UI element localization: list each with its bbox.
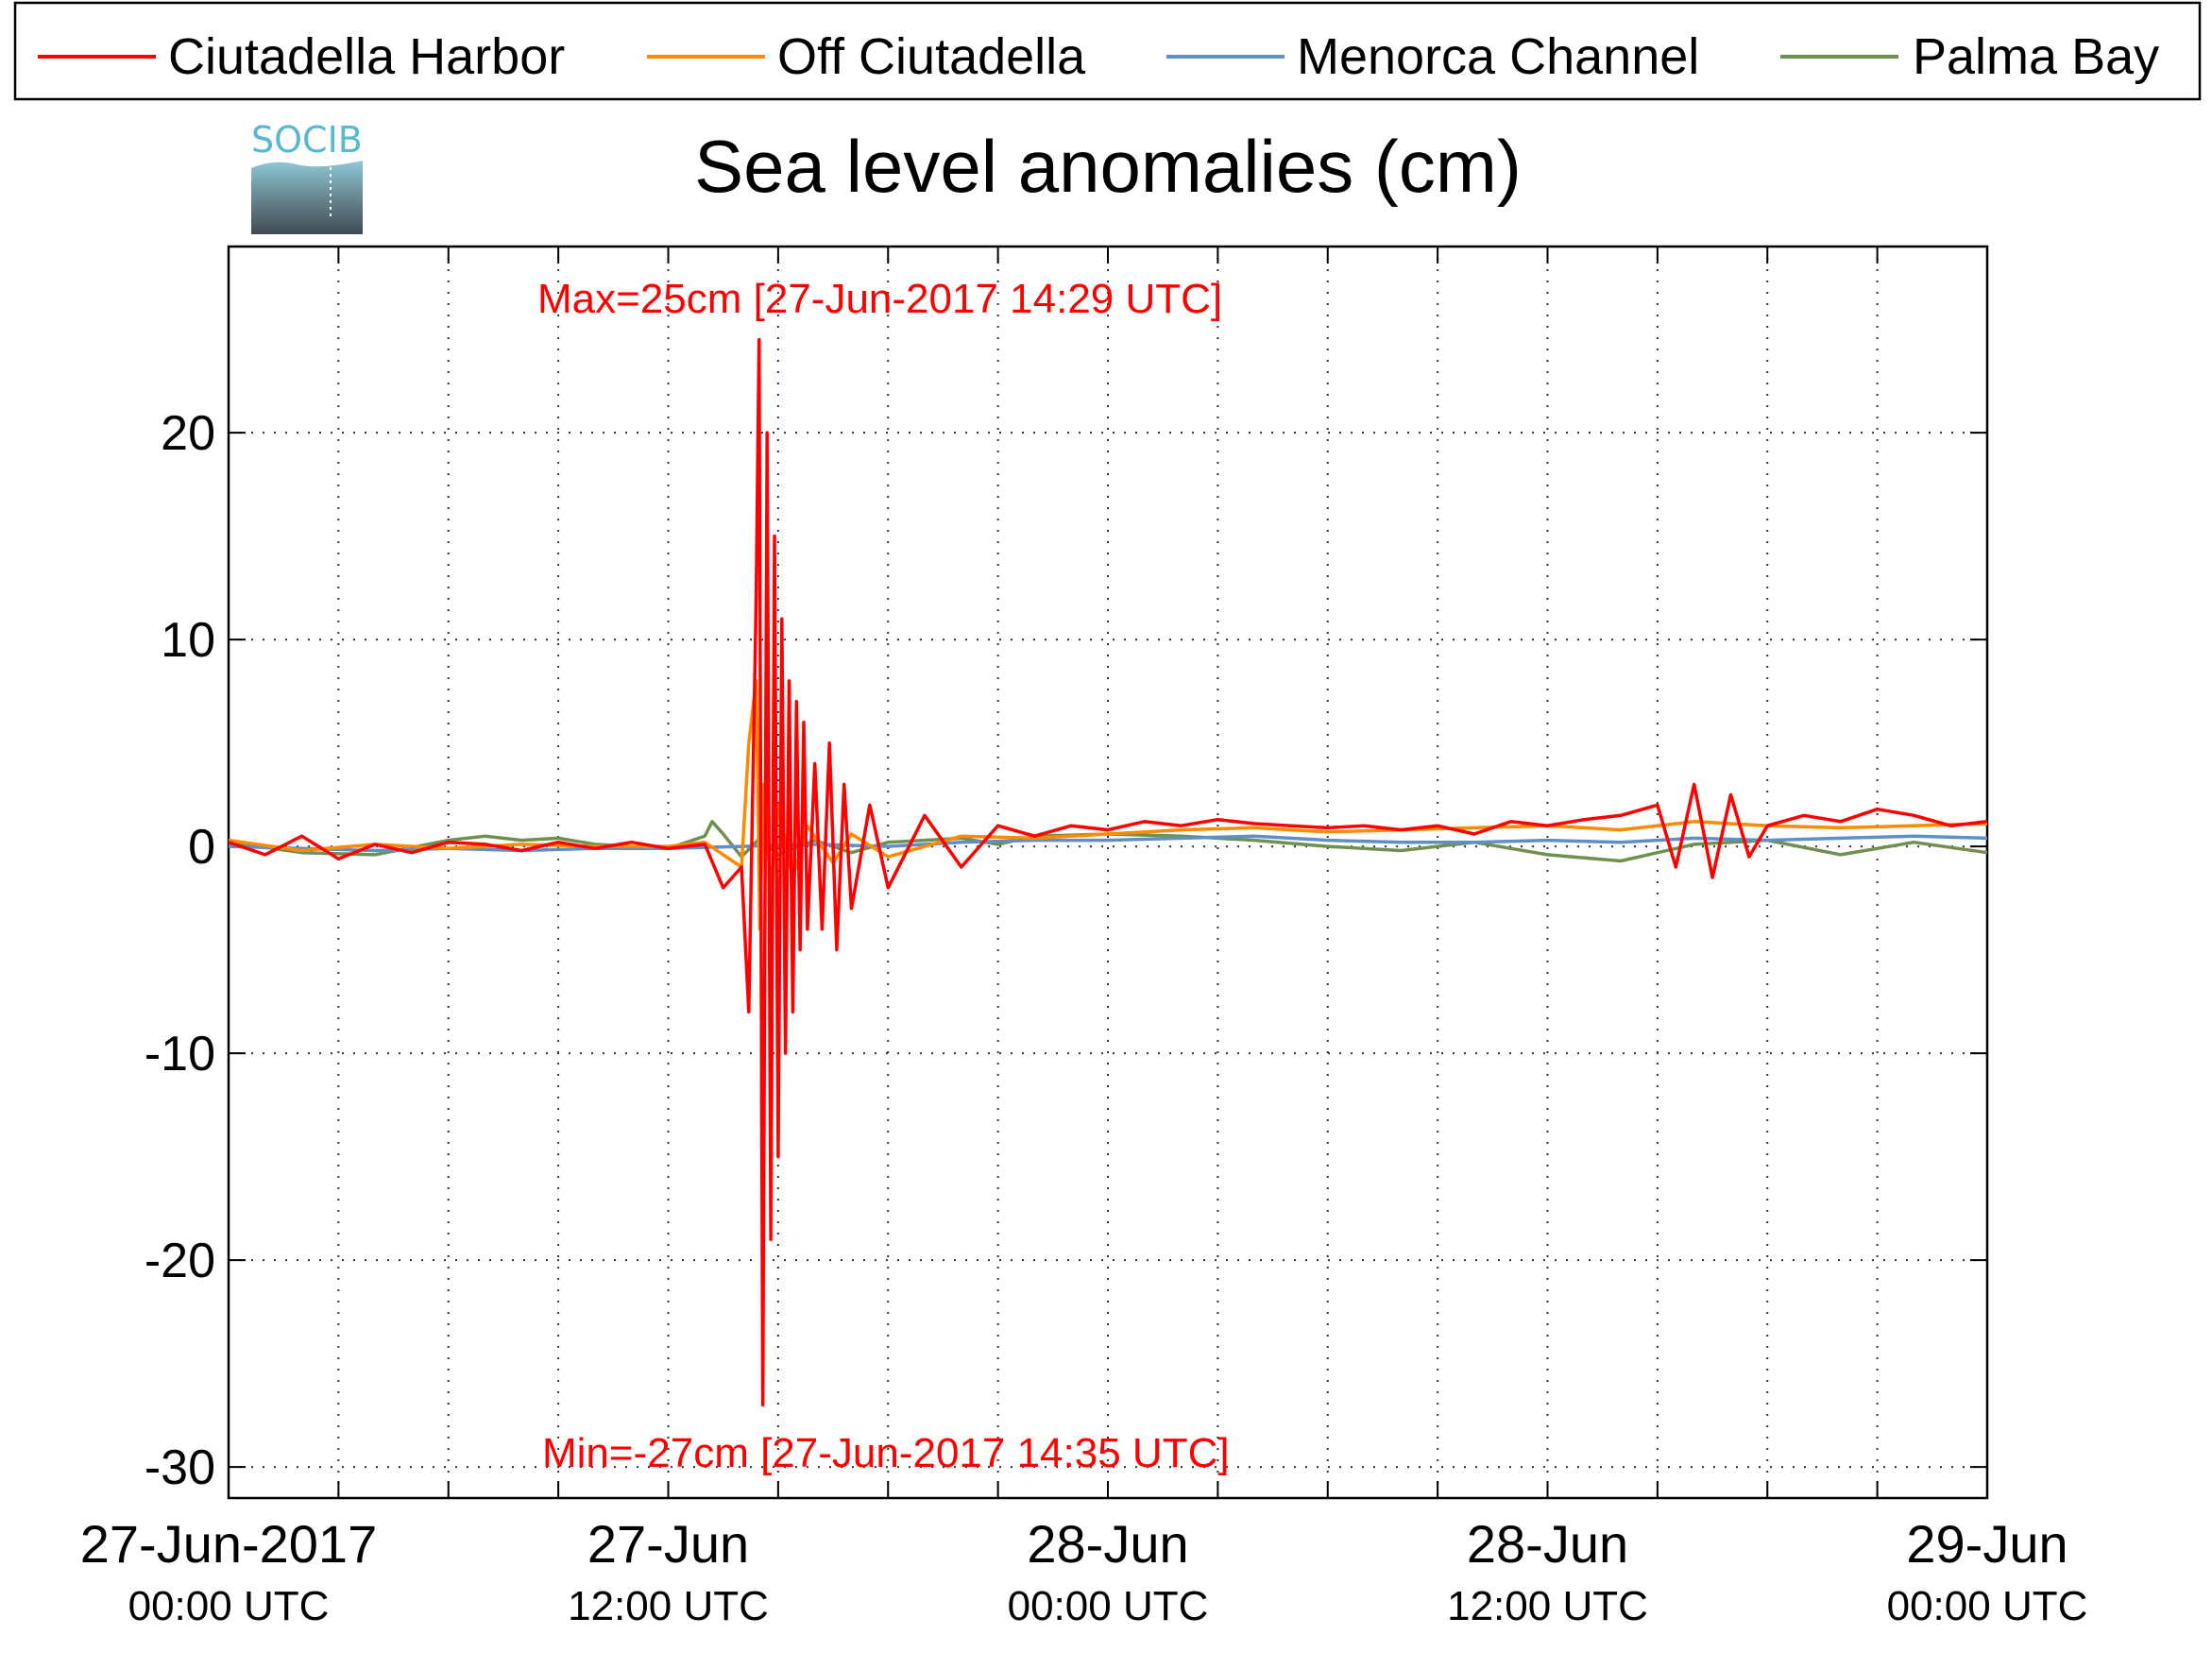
legend-label-palma: Palma Bay	[1913, 28, 2159, 85]
plot-frame	[227, 245, 1989, 1500]
axis-ticks	[228, 247, 1988, 1498]
legend-label-harbor: Ciutadella Harbor	[168, 28, 565, 85]
grid-lines	[229, 247, 1987, 1498]
legend-frame	[13, 1, 2202, 101]
max-annotation: Max=25cm [27-Jun-2017 14:29 UTC]	[537, 276, 1222, 322]
y-tick-label: -20	[145, 1234, 215, 1288]
x-tick-label-time: 12:00 UTC	[1447, 1583, 1648, 1629]
legend: Ciutadella Harbor Off Ciutadella Menorca…	[13, 1, 2202, 101]
x-tick-label-date: 28-Jun	[1027, 1514, 1188, 1574]
series-line-ciutadella-harbor	[228, 337, 1988, 1407]
x-tick-label-time: 12:00 UTC	[568, 1583, 769, 1629]
y-tick-label: 20	[161, 406, 215, 461]
x-tick-label-date: 27-Jun	[587, 1514, 749, 1574]
y-tick-label: 10	[161, 613, 215, 668]
y-tick-labels: 20 10 0 -10 -20 -30	[145, 406, 215, 1495]
x-tick-label-time: 00:00 UTC	[1008, 1583, 1209, 1629]
logo-text: SOCIB	[251, 119, 363, 161]
y-tick-label: -30	[145, 1440, 215, 1495]
legend-label-channel: Menorca Channel	[1297, 28, 1699, 85]
y-tick-label: -10	[145, 1027, 215, 1081]
socib-logo-icon: SOCIB	[251, 119, 363, 234]
x-tick-labels: 27-Jun-2017 00:00 UTC 27-Jun 12:00 UTC 28-Ju…	[80, 1514, 2088, 1629]
x-tick-label-time: 00:00 UTC	[128, 1583, 330, 1629]
legend-label-off: Off Ciutadella	[777, 28, 1086, 85]
x-tick-label-date: 29-Jun	[1906, 1514, 2067, 1574]
x-tick-label-date: 27-Jun-2017	[80, 1514, 377, 1574]
y-tick-label: 0	[188, 820, 215, 875]
chart-title: Sea level anomalies (cm)	[694, 125, 1522, 208]
min-annotation: Min=-27cm [27-Jun-2017 14:35 UTC]	[542, 1430, 1230, 1476]
x-tick-label-date: 28-Jun	[1467, 1514, 1628, 1574]
series-lines	[228, 337, 1988, 1407]
x-tick-label-time: 00:00 UTC	[1887, 1583, 2088, 1629]
